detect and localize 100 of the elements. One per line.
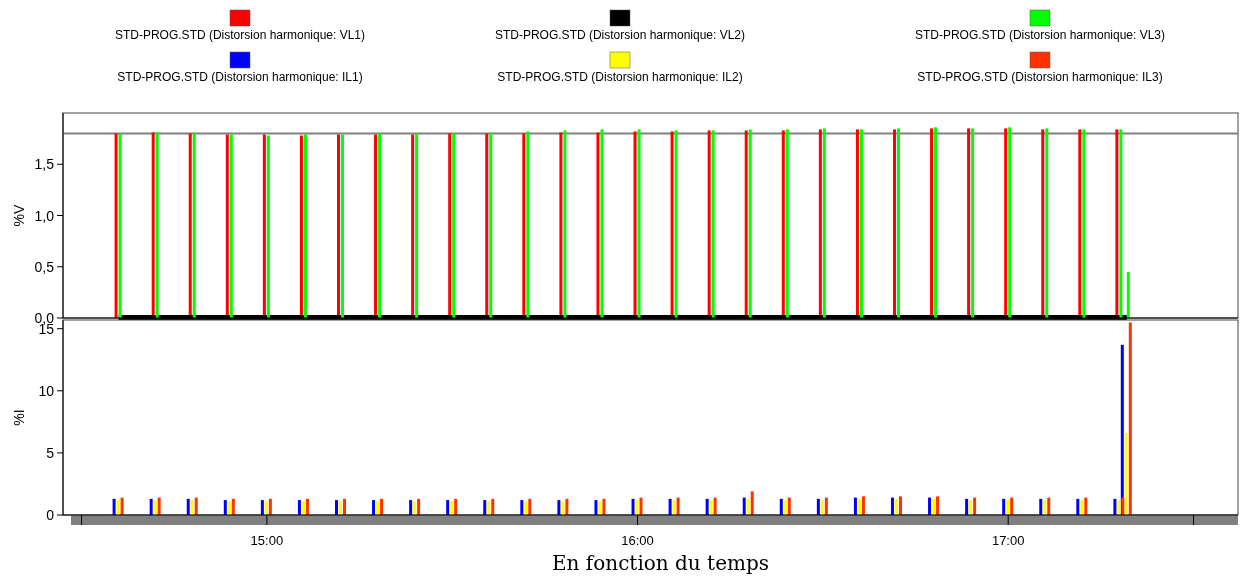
bar — [524, 501, 528, 515]
bar — [299, 135, 303, 318]
bar — [446, 500, 450, 515]
bar — [157, 497, 161, 515]
bar — [896, 128, 900, 318]
bar — [787, 497, 791, 515]
bar — [190, 500, 194, 515]
bar — [1113, 498, 1117, 515]
bar — [1047, 497, 1051, 515]
bar — [633, 131, 637, 318]
bar — [559, 132, 563, 318]
bar — [934, 127, 938, 318]
bar — [1041, 129, 1045, 318]
x-tick-label: 17:00 — [991, 533, 1025, 548]
bar — [450, 501, 454, 515]
bar — [452, 133, 456, 318]
bar — [194, 497, 198, 515]
bar — [1124, 433, 1128, 515]
x-tick-label: 15:00 — [250, 533, 284, 548]
bar — [746, 498, 750, 515]
bar — [186, 498, 190, 515]
bar — [890, 497, 894, 515]
bar — [602, 498, 606, 515]
bar — [631, 498, 635, 515]
bar — [1080, 500, 1084, 515]
bar — [676, 497, 680, 515]
bar — [491, 498, 495, 515]
bar — [1010, 497, 1014, 515]
bar — [1082, 129, 1086, 318]
bar — [1006, 500, 1010, 515]
bar — [565, 498, 569, 515]
bar — [372, 500, 376, 515]
bar — [116, 500, 120, 515]
bar — [750, 491, 754, 515]
bar — [335, 500, 338, 515]
bar — [971, 128, 975, 318]
bar — [225, 134, 229, 318]
bar — [120, 497, 124, 515]
bar — [596, 132, 600, 318]
bar — [153, 500, 157, 515]
bar — [779, 498, 783, 515]
bar — [264, 501, 268, 515]
bar — [668, 498, 672, 515]
legend-label: STD-PROG.STD (Distorsion harmonique: VL3) — [914, 28, 1166, 42]
bar — [343, 498, 346, 515]
bar — [674, 130, 678, 318]
bar — [223, 500, 227, 515]
bar — [448, 133, 452, 318]
bar — [600, 129, 604, 318]
bar — [822, 128, 826, 318]
bar — [260, 500, 264, 515]
bar — [857, 498, 861, 515]
bar — [485, 133, 489, 318]
bar — [707, 130, 711, 318]
bar — [411, 134, 415, 318]
bar — [1117, 500, 1121, 515]
bar — [824, 497, 828, 515]
bar — [303, 134, 307, 318]
bar — [301, 501, 305, 515]
bar — [374, 134, 378, 318]
bar — [637, 129, 641, 318]
bar — [818, 129, 822, 318]
bar — [409, 500, 413, 515]
bar — [1084, 497, 1088, 515]
bar — [816, 498, 820, 515]
bar — [744, 130, 748, 318]
bar — [785, 129, 789, 318]
bar — [973, 497, 977, 515]
bar — [1115, 129, 1119, 318]
bar — [1002, 498, 1006, 515]
bar — [853, 497, 857, 515]
x-tick-label: 16:00 — [621, 533, 654, 548]
bar — [522, 133, 526, 318]
legend-label: STD-PROG.STD (Distorsion harmonique: VL2) — [494, 28, 746, 42]
bar — [489, 132, 493, 318]
bar — [1121, 497, 1125, 515]
bar — [337, 134, 340, 318]
bar — [705, 498, 709, 515]
bar — [563, 130, 567, 318]
bar — [672, 500, 676, 515]
bar — [1004, 128, 1008, 318]
bar — [670, 131, 674, 318]
legend-label: STD-PROG.STD (Distorsion harmonique: IL2) — [497, 70, 743, 84]
y-tick-label: 0 — [46, 507, 55, 523]
bar — [114, 133, 118, 318]
bar — [932, 498, 936, 515]
bar — [1045, 128, 1049, 318]
bar — [783, 500, 787, 515]
bar — [965, 498, 969, 515]
bar — [928, 497, 932, 515]
bar — [598, 501, 602, 515]
legend-label: STD-PROG.STD (Distorsion harmonique: IL1) — [117, 70, 363, 84]
bar — [112, 498, 116, 515]
bar — [454, 498, 458, 515]
bar — [635, 500, 639, 515]
bar — [1128, 322, 1132, 515]
bar — [892, 129, 896, 318]
bar — [1008, 127, 1012, 318]
bar — [711, 130, 715, 318]
bar — [149, 498, 153, 515]
